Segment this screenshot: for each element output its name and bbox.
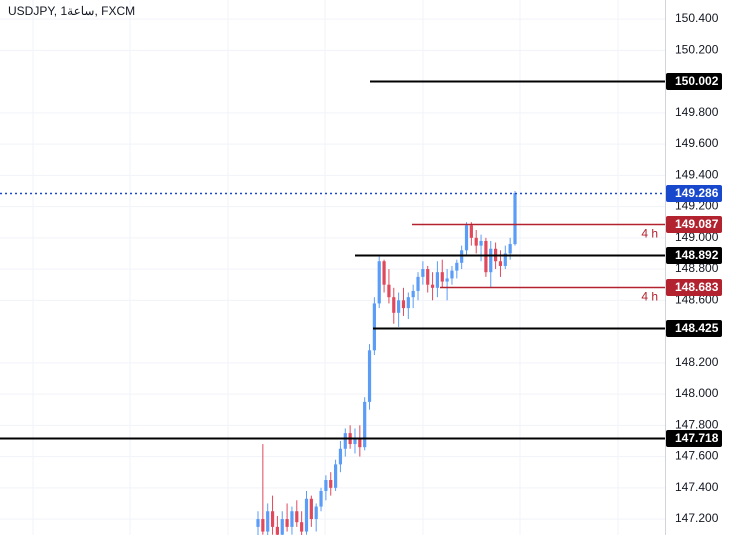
candle-body xyxy=(285,519,289,527)
candle-body xyxy=(324,480,328,491)
candle-body xyxy=(430,284,435,288)
candle-body xyxy=(367,350,372,402)
price-axis: 150.400 150.200 149.800 149.600 149.400 149.2… xyxy=(666,11,722,525)
y-tick-label: 149.200 xyxy=(675,199,719,213)
level-price-box xyxy=(666,216,722,233)
candle-body xyxy=(445,278,449,282)
y-tick-label: 147.400 xyxy=(675,480,719,494)
candle-body xyxy=(401,300,406,309)
candle-body xyxy=(329,480,333,488)
candle-body xyxy=(484,240,488,273)
level-note: 4 h xyxy=(641,227,658,241)
level-price-label: 148.892 xyxy=(675,248,719,262)
candle-body xyxy=(416,276,420,291)
candle-body xyxy=(460,250,464,263)
y-tick-label: 148.000 xyxy=(675,386,719,400)
candle-body xyxy=(353,437,357,445)
y-tick-label: 148.200 xyxy=(675,355,719,369)
y-tick-label: 150.200 xyxy=(675,42,719,56)
candle-body xyxy=(513,193,517,245)
level-price-box xyxy=(666,185,722,202)
level-price-label: 147.718 xyxy=(675,431,719,445)
candle-body xyxy=(498,261,503,266)
candle-body xyxy=(392,297,396,313)
candle-body xyxy=(261,519,265,532)
chart-title: USDJPY, 1ساعة, FXCM xyxy=(8,4,135,18)
candle-body xyxy=(508,244,512,254)
y-tick-label: 147.800 xyxy=(675,417,719,431)
candle-body xyxy=(338,448,343,465)
candle-body xyxy=(275,526,279,535)
candle-body xyxy=(464,225,469,251)
level-price-box xyxy=(666,279,722,296)
y-tick-label: 149.000 xyxy=(675,230,719,244)
candle-body xyxy=(479,240,483,246)
candle-body xyxy=(309,498,313,520)
y-tick-label: 147.600 xyxy=(675,449,719,463)
candle-body xyxy=(333,464,338,488)
level-price-label: 150.002 xyxy=(675,74,719,88)
level-price-box xyxy=(666,320,722,337)
level-price-label: 148.425 xyxy=(675,321,719,335)
candle-body xyxy=(304,498,309,532)
level-price-box xyxy=(666,247,722,264)
candle-body xyxy=(343,433,347,449)
y-tick-label: 148.800 xyxy=(675,261,719,275)
candle-body xyxy=(290,511,294,527)
level-price-label: 149.286 xyxy=(675,186,719,200)
candle-body xyxy=(503,253,507,266)
candle-body xyxy=(440,272,444,282)
candle-body xyxy=(489,248,493,273)
candle-body xyxy=(363,401,367,448)
grid xyxy=(0,0,665,535)
candle-body xyxy=(455,262,459,271)
y-tick-label: 149.600 xyxy=(675,136,719,150)
level-price-box xyxy=(666,73,722,90)
candle-body xyxy=(469,225,473,238)
candle-body xyxy=(372,303,376,351)
candle-body xyxy=(450,270,454,279)
level-price-label: 148.683 xyxy=(675,280,719,294)
candle-body xyxy=(377,261,381,304)
candle-body xyxy=(319,490,323,507)
y-tick-label: 149.800 xyxy=(675,105,719,119)
candle-body xyxy=(397,300,401,313)
plot: 4 h 4 h xyxy=(0,80,665,535)
level-price-label: 149.087 xyxy=(675,217,719,231)
candle-body xyxy=(387,284,391,298)
y-tick-label: 150.400 xyxy=(675,11,719,25)
candle-body xyxy=(411,290,415,298)
y-tick-label: 149.400 xyxy=(675,167,719,181)
candle-body xyxy=(358,437,362,448)
level-note: 4 h xyxy=(641,290,658,304)
candle-body xyxy=(314,506,318,520)
candle-body xyxy=(295,511,299,523)
y-tick-label: 147.200 xyxy=(675,511,719,525)
candle-body xyxy=(270,511,275,527)
candle-body xyxy=(256,519,260,527)
candle-body xyxy=(421,269,425,277)
candle-body xyxy=(474,237,478,246)
candle-body xyxy=(280,519,284,535)
candle-body xyxy=(300,522,304,532)
candle-body xyxy=(426,269,430,285)
level-price-box xyxy=(666,430,722,447)
candle-body xyxy=(406,297,410,309)
candle-body xyxy=(266,511,270,532)
candle-body xyxy=(435,272,440,288)
candle-body xyxy=(382,261,386,285)
